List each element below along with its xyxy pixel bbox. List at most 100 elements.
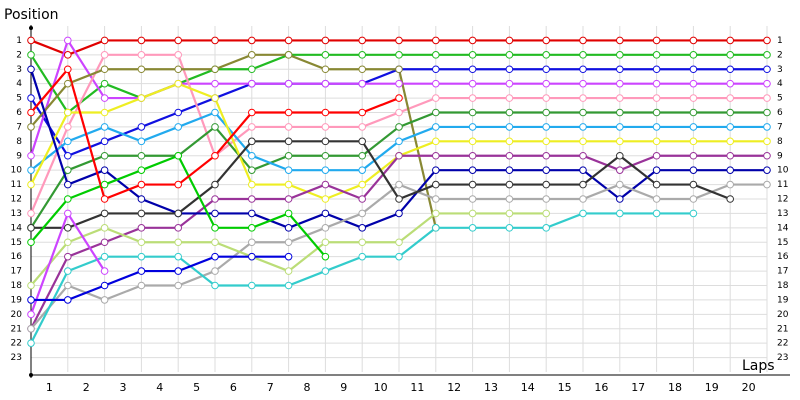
lap-marker <box>542 224 551 232</box>
lap-marker <box>616 94 624 102</box>
y-tick-label-right: 14 <box>777 223 789 233</box>
lap-marker <box>211 151 219 160</box>
y-tick-label: 2 <box>16 50 22 60</box>
lap-marker <box>468 180 477 189</box>
lap-marker <box>726 180 735 189</box>
lap-marker <box>763 51 771 59</box>
y-tick-label: 9 <box>16 151 22 161</box>
series-line <box>30 53 437 229</box>
lap-marker <box>137 51 146 59</box>
lap-marker <box>27 180 35 189</box>
lap-marker <box>27 108 35 117</box>
x-tick-label: 14 <box>521 381 535 394</box>
lap-marker <box>579 137 587 146</box>
lap-marker <box>395 36 403 45</box>
lap-marker <box>100 79 109 88</box>
lap-marker <box>432 137 440 146</box>
y-tick-label: 7 <box>16 122 22 132</box>
y-tick-label: 20 <box>11 310 23 320</box>
y-tick-label: 23 <box>11 353 22 363</box>
lap-marker <box>64 180 72 189</box>
lap-marker <box>284 267 293 275</box>
lap-marker <box>763 36 771 45</box>
y-tick-label-right: 1 <box>777 36 783 46</box>
lap-marker <box>174 252 182 261</box>
lap-marker <box>468 209 477 218</box>
lap-marker <box>542 195 551 203</box>
lap-marker <box>358 151 367 160</box>
lap-marker <box>137 180 146 189</box>
lap-marker <box>27 65 35 74</box>
lap-marker <box>542 65 551 74</box>
lap-marker <box>27 281 35 290</box>
y-tick-label: 3 <box>16 65 22 75</box>
lap-marker <box>652 166 661 174</box>
lap-marker <box>395 51 403 59</box>
lap-marker <box>395 123 403 131</box>
lap-marker <box>505 209 514 218</box>
y-tick-label-right: 21 <box>777 324 788 334</box>
lap-marker <box>726 65 735 74</box>
x-tick-label: 3 <box>120 381 127 394</box>
lap-marker <box>468 108 477 117</box>
lap-marker <box>579 94 587 102</box>
lap-marker <box>395 238 403 247</box>
lap-marker <box>284 51 293 59</box>
x-axis-label: Laps <box>742 358 775 374</box>
lap-marker <box>100 296 109 304</box>
lap-marker <box>726 108 735 117</box>
lap-marker <box>468 94 477 102</box>
lap-marker <box>689 166 698 174</box>
lap-marker <box>174 151 182 160</box>
lap-marker <box>64 267 72 275</box>
y-tick-label-right: 9 <box>777 151 783 161</box>
lap-marker <box>100 123 109 131</box>
lap-marker <box>100 51 109 59</box>
x-tick-label: 1 <box>46 381 53 394</box>
lap-marker <box>505 108 514 117</box>
y-axis-label: Position <box>4 7 59 23</box>
lap-marker <box>689 180 698 189</box>
lap-marker <box>321 79 330 88</box>
lap-marker <box>616 137 624 146</box>
lap-marker <box>432 36 440 45</box>
x-tick-label: 16 <box>594 381 608 394</box>
lap-marker <box>358 36 367 45</box>
lap-marker <box>27 224 35 232</box>
lap-marker <box>358 108 367 117</box>
lap-marker <box>174 51 182 59</box>
lap-marker <box>358 195 367 203</box>
lap-marker <box>64 79 72 88</box>
lap-marker <box>689 137 698 146</box>
lap-marker <box>468 151 477 160</box>
x-tick-label: 11 <box>410 381 424 394</box>
lap-marker <box>100 180 109 189</box>
lap-marker <box>689 108 698 117</box>
lap-marker <box>358 224 367 232</box>
lap-marker <box>64 281 72 290</box>
lap-marker <box>616 123 624 131</box>
lap-marker <box>211 123 219 131</box>
x-tick-label: 20 <box>742 381 756 394</box>
lap-marker <box>358 180 367 189</box>
lap-marker <box>64 51 72 59</box>
lap-marker <box>284 281 293 290</box>
lap-marker <box>137 36 146 45</box>
lap-marker <box>284 166 293 174</box>
lap-marker <box>137 123 146 131</box>
lap-marker <box>284 180 293 189</box>
y-tick-label-right: 3 <box>777 65 783 75</box>
lap-marker <box>358 252 367 261</box>
lap-marker <box>579 123 587 131</box>
lap-marker <box>616 65 624 74</box>
lap-marker <box>542 166 551 174</box>
lap-marker <box>211 180 219 189</box>
lap-marker <box>100 209 109 218</box>
lap-marker <box>689 51 698 59</box>
lap-marker <box>248 79 256 88</box>
lap-marker <box>174 224 182 232</box>
lap-marker <box>321 166 330 174</box>
x-tick-label: 13 <box>484 381 498 394</box>
lap-marker <box>211 224 219 232</box>
